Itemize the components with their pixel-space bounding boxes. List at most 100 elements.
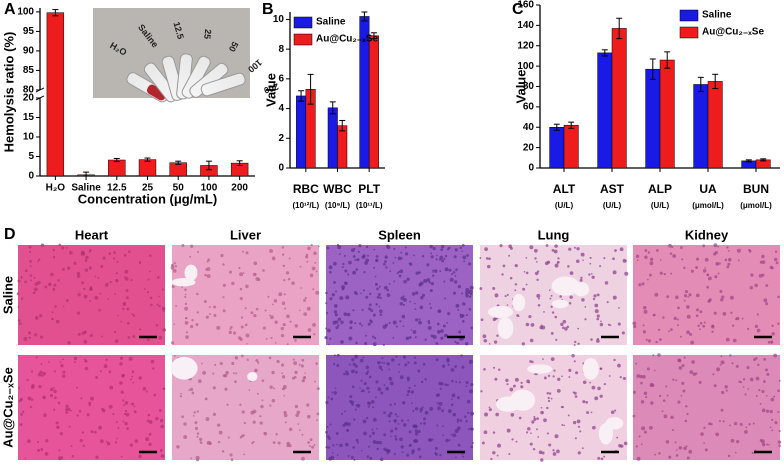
nucleus bbox=[353, 291, 358, 295]
lumen bbox=[510, 389, 536, 411]
nucleus bbox=[657, 328, 661, 331]
nucleus bbox=[65, 404, 69, 408]
nucleus bbox=[113, 330, 117, 334]
nucleus bbox=[20, 276, 23, 279]
nucleus bbox=[343, 254, 347, 257]
nucleus bbox=[454, 248, 458, 252]
nucleus bbox=[414, 308, 417, 311]
lumen bbox=[527, 364, 553, 374]
nucleus bbox=[530, 432, 532, 434]
nucleus bbox=[414, 432, 419, 436]
nucleus bbox=[717, 272, 720, 275]
y-tick-label: 90 bbox=[23, 46, 35, 57]
legend-swatch bbox=[679, 9, 699, 22]
nucleus bbox=[731, 362, 734, 365]
nucleus bbox=[301, 456, 305, 461]
nucleus bbox=[117, 314, 120, 317]
nucleus bbox=[24, 280, 27, 284]
nucleus bbox=[410, 402, 413, 405]
nucleus bbox=[49, 283, 52, 285]
nucleus bbox=[689, 332, 693, 336]
nucleus bbox=[170, 265, 175, 270]
nucleus bbox=[622, 376, 626, 381]
nucleus bbox=[552, 452, 557, 456]
nucleus bbox=[365, 258, 370, 263]
nucleus bbox=[380, 368, 384, 371]
legend-label: Saline bbox=[316, 17, 346, 28]
nucleus bbox=[603, 382, 606, 386]
nucleus bbox=[540, 406, 543, 409]
nucleus bbox=[575, 259, 580, 264]
panel-label: C bbox=[512, 1, 524, 18]
nucleus bbox=[636, 456, 641, 461]
nucleus bbox=[659, 271, 663, 275]
nucleus bbox=[599, 265, 602, 268]
nucleus bbox=[536, 293, 541, 298]
nucleus bbox=[284, 421, 287, 424]
nucleus bbox=[304, 372, 306, 374]
nucleus bbox=[442, 324, 446, 328]
nucleus bbox=[124, 421, 128, 426]
nucleus bbox=[413, 254, 415, 257]
nucleus bbox=[760, 439, 765, 444]
tube: 200 bbox=[200, 72, 280, 97]
nucleus bbox=[363, 431, 367, 436]
nucleus bbox=[643, 391, 648, 396]
nucleus bbox=[413, 384, 416, 387]
nucleus bbox=[550, 357, 555, 361]
nucleus bbox=[376, 427, 378, 430]
nucleus bbox=[572, 420, 577, 425]
nucleus bbox=[450, 433, 453, 436]
nucleus bbox=[128, 250, 131, 253]
nucleus bbox=[546, 392, 550, 395]
nucleus bbox=[149, 254, 152, 257]
nucleus bbox=[761, 408, 766, 413]
nucleus bbox=[394, 435, 397, 438]
nucleus bbox=[353, 247, 356, 250]
nucleus bbox=[483, 430, 488, 435]
nucleus bbox=[662, 316, 665, 319]
nucleus bbox=[675, 449, 678, 451]
nucleus bbox=[754, 324, 759, 328]
nucleus bbox=[356, 403, 361, 408]
nucleus bbox=[435, 258, 438, 261]
y-tick-label: 60 bbox=[523, 102, 535, 113]
nucleus bbox=[414, 429, 419, 433]
nucleus bbox=[241, 410, 245, 414]
nucleus bbox=[514, 289, 517, 292]
nucleus bbox=[759, 402, 762, 405]
nucleus bbox=[162, 387, 166, 391]
nucleus bbox=[713, 384, 717, 388]
nucleus bbox=[214, 363, 217, 366]
nucleus bbox=[19, 397, 24, 401]
nucleus bbox=[306, 260, 309, 263]
nucleus bbox=[192, 414, 195, 417]
nucleus bbox=[345, 371, 350, 376]
nucleus bbox=[360, 449, 363, 452]
nucleus bbox=[389, 381, 394, 386]
nucleus bbox=[389, 270, 392, 273]
nucleus bbox=[353, 458, 356, 461]
nucleus bbox=[590, 338, 593, 341]
nucleus bbox=[604, 281, 609, 285]
nucleus bbox=[253, 261, 258, 266]
nucleus bbox=[599, 367, 602, 370]
nucleus bbox=[339, 296, 344, 301]
nucleus bbox=[680, 335, 682, 338]
error-bar bbox=[236, 160, 243, 166]
nucleus bbox=[119, 362, 123, 366]
nucleus bbox=[174, 265, 178, 268]
nucleus bbox=[375, 259, 378, 262]
nucleus bbox=[579, 430, 582, 433]
nucleus bbox=[261, 399, 264, 402]
nucleus bbox=[367, 390, 370, 394]
nucleus bbox=[52, 256, 56, 259]
nucleus bbox=[228, 330, 232, 335]
nucleus bbox=[731, 324, 735, 327]
histology-image bbox=[18, 355, 166, 461]
nucleus bbox=[89, 287, 93, 291]
nucleus bbox=[175, 304, 178, 307]
nucleus bbox=[162, 328, 166, 332]
nucleus bbox=[668, 455, 672, 459]
nucleus bbox=[371, 431, 376, 435]
